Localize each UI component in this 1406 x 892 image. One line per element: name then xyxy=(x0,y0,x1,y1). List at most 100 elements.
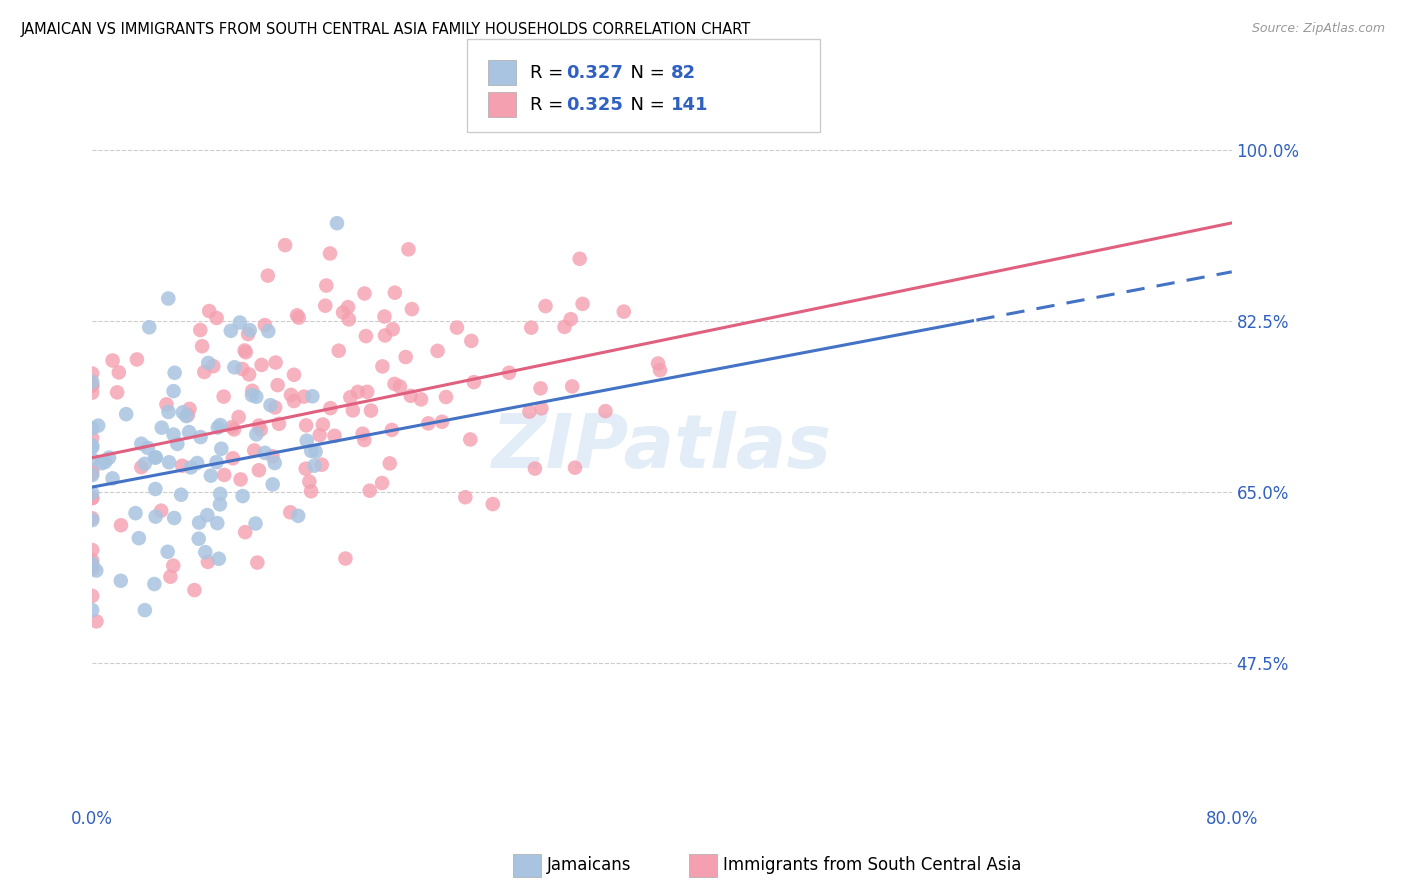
Point xyxy=(82,463,104,477)
Point xyxy=(82,511,104,525)
Point xyxy=(222,422,245,436)
Point xyxy=(82,467,104,481)
Text: ZIPatlas: ZIPatlas xyxy=(492,411,832,484)
Point xyxy=(312,417,335,432)
Point xyxy=(295,434,318,448)
Text: R =: R = xyxy=(530,63,569,81)
Text: Source: ZipAtlas.com: Source: ZipAtlas.com xyxy=(1251,22,1385,36)
Point xyxy=(335,551,357,566)
Text: 141: 141 xyxy=(671,95,709,114)
Point xyxy=(82,431,104,445)
Point xyxy=(356,384,378,399)
Point xyxy=(283,394,305,409)
Point xyxy=(162,384,184,398)
Point xyxy=(98,450,121,465)
Text: 0.325: 0.325 xyxy=(567,95,623,114)
Point xyxy=(110,574,132,588)
Point xyxy=(145,450,167,465)
Point xyxy=(264,355,287,369)
Point xyxy=(82,558,104,573)
Point xyxy=(481,497,503,511)
Point xyxy=(150,504,173,518)
Point xyxy=(401,302,423,317)
Point xyxy=(180,460,202,475)
Point xyxy=(294,461,316,475)
Point xyxy=(229,316,252,330)
Point xyxy=(138,320,160,334)
Point xyxy=(82,491,104,505)
Point xyxy=(463,375,485,389)
Point xyxy=(249,423,271,437)
Point xyxy=(374,328,396,343)
Text: R =: R = xyxy=(530,95,569,114)
Point xyxy=(373,310,395,324)
Point xyxy=(183,583,205,598)
Point xyxy=(246,556,269,570)
Text: Jamaicans: Jamaicans xyxy=(547,856,631,874)
Point xyxy=(159,570,181,584)
Point xyxy=(337,300,360,314)
Point xyxy=(82,375,104,389)
Point xyxy=(94,455,117,469)
Point xyxy=(174,409,197,423)
Point xyxy=(648,363,671,377)
Point xyxy=(86,615,108,629)
Point xyxy=(342,403,364,417)
Point xyxy=(125,352,148,367)
Point xyxy=(82,385,104,400)
Point xyxy=(162,427,184,442)
Point xyxy=(82,603,104,617)
Point xyxy=(498,366,520,380)
Point xyxy=(274,238,297,252)
Point xyxy=(295,418,318,433)
Point xyxy=(219,324,242,338)
Point xyxy=(371,359,394,374)
Point xyxy=(253,446,276,460)
Point xyxy=(353,286,375,301)
Point xyxy=(82,543,104,558)
Point xyxy=(191,339,214,353)
Point xyxy=(613,304,636,318)
Point xyxy=(396,243,419,257)
Point xyxy=(172,405,194,419)
Point xyxy=(263,456,285,470)
Point xyxy=(101,471,124,485)
Point xyxy=(82,486,104,500)
Point xyxy=(87,418,110,433)
Point xyxy=(304,444,326,458)
Point xyxy=(162,558,184,573)
Point xyxy=(145,482,167,496)
Point xyxy=(262,477,284,491)
Point xyxy=(177,408,200,422)
Point xyxy=(560,312,582,326)
Point xyxy=(454,490,477,504)
Point xyxy=(136,441,159,455)
Point xyxy=(238,368,260,382)
Point xyxy=(529,381,551,395)
Text: Immigrants from South Central Asia: Immigrants from South Central Asia xyxy=(723,856,1021,874)
Point xyxy=(82,367,104,381)
Point xyxy=(134,603,156,617)
Point xyxy=(259,398,281,412)
Point xyxy=(280,388,302,402)
Point xyxy=(371,476,394,491)
Point xyxy=(287,508,309,523)
Point xyxy=(208,551,231,566)
Point xyxy=(553,319,575,334)
Point xyxy=(326,216,349,230)
Point xyxy=(101,353,124,368)
Point xyxy=(308,428,330,442)
Point xyxy=(595,404,617,418)
Point xyxy=(236,327,259,342)
Point xyxy=(266,378,288,392)
Point xyxy=(262,450,284,464)
Point xyxy=(298,475,321,489)
Point xyxy=(458,433,481,447)
Point xyxy=(328,343,350,358)
Point xyxy=(82,589,104,603)
Point xyxy=(82,468,104,483)
Point xyxy=(166,437,188,451)
Point xyxy=(163,511,186,525)
Point xyxy=(124,506,146,520)
Point xyxy=(231,362,253,376)
